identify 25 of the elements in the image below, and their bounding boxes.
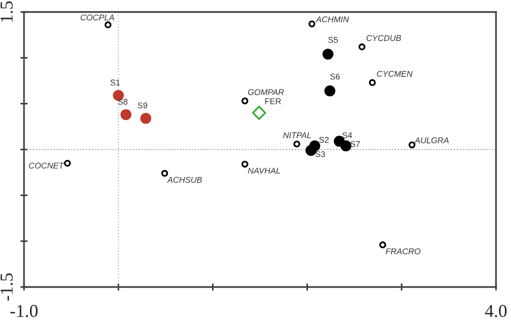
annotation: S3 bbox=[316, 151, 325, 158]
annotation: S7 bbox=[350, 141, 360, 147]
annotation: S5 bbox=[328, 36, 338, 43]
annotation: CYCDUB bbox=[366, 35, 402, 42]
annotation: AULGRA bbox=[414, 137, 449, 144]
annotation: S1 bbox=[110, 80, 120, 86]
x-tick-label: -1.0 bbox=[10, 304, 38, 318]
annotation: S6 bbox=[330, 74, 340, 80]
annotation: ACHMIN bbox=[316, 16, 349, 22]
annotation: ACHSUB bbox=[167, 176, 202, 183]
annotation: FRACRO bbox=[386, 248, 420, 254]
annotation: GOMPAR bbox=[248, 89, 284, 96]
annotation: CYCMEN bbox=[376, 70, 413, 77]
annotation: S2 bbox=[319, 136, 329, 143]
annotation: COCPLA bbox=[80, 14, 114, 20]
annotation: NITPAL bbox=[283, 132, 311, 138]
annotation: S4 bbox=[342, 132, 352, 138]
annotation: FER bbox=[265, 98, 281, 104]
x-tick-label: 4.0 bbox=[485, 304, 507, 318]
annotation: COCNET bbox=[28, 162, 64, 169]
annotation: NAVHAL bbox=[248, 168, 280, 174]
annotation: S8 bbox=[118, 98, 128, 105]
annotation: S9 bbox=[138, 102, 148, 108]
y-tick-label: 1.5 bbox=[0, 1, 13, 22]
y-tick-label: -1.5 bbox=[0, 273, 13, 301]
